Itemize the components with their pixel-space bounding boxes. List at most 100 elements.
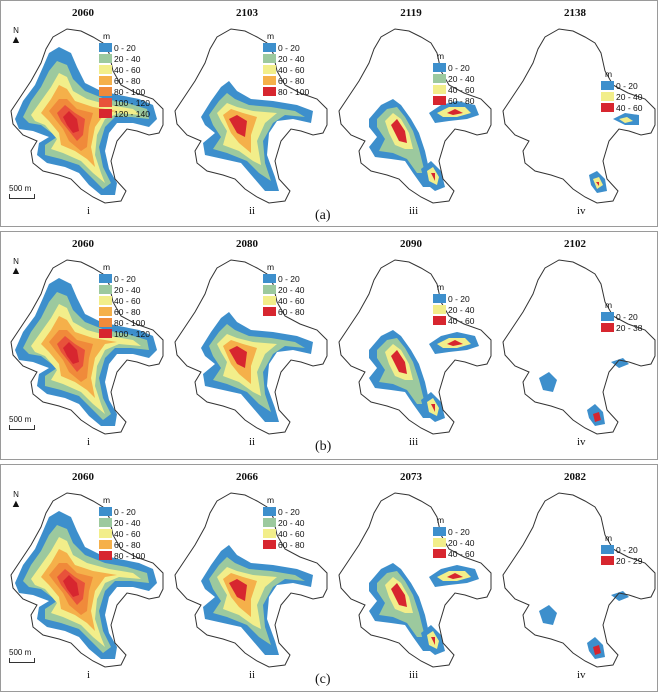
map-year: 2103 [236, 7, 258, 19]
legend-label: 20 - 40 [114, 53, 141, 64]
legend-label: 40 - 60 [448, 84, 475, 95]
legend-label: 0 - 20 [448, 293, 470, 304]
legend-entry: 20 - 29 [601, 555, 642, 566]
map-year: 2060 [72, 471, 94, 483]
legend-swatch [99, 507, 112, 516]
legend-swatch [601, 312, 614, 321]
legend-entry: 60 - 80 [263, 75, 309, 86]
map-b-iii: 2090 m 0 - 20 20 - 40 40 - 60 iii [329, 232, 493, 459]
legend-entry: 20 - 40 [433, 537, 474, 548]
legend-swatch [99, 98, 112, 107]
legend-label: 60 - 80 [278, 539, 305, 550]
ice-zone [431, 637, 435, 645]
ice-thickness-layer [15, 511, 157, 659]
map-index: ii [249, 436, 256, 448]
legend-entry: 80 - 100 [99, 550, 145, 561]
legend-entry: 0 - 20 [601, 80, 642, 91]
legend-entry: 100 - 120 [99, 97, 150, 108]
map-year: 2138 [564, 7, 586, 19]
legend-label: 0 - 20 [616, 80, 638, 91]
map-index: ii [249, 205, 256, 217]
scale-label: 500 m [9, 415, 32, 424]
legend-entry: 20 - 40 [263, 284, 304, 295]
map-index: iv [577, 436, 586, 448]
legend-unit: m [103, 495, 111, 505]
legend-entry: 60 - 80 [99, 75, 150, 86]
legend-swatch [601, 81, 614, 90]
legend-label: 60 - 80 [278, 306, 305, 317]
panel-c: 2060 m 0 - 20 20 - 40 40 - 60 60 - 80 80 - 100… [0, 464, 658, 692]
map-c-ii: 2066 m 0 - 20 20 - 40 40 - 60 60 - 80 ii [165, 465, 329, 692]
legend-swatch [99, 540, 112, 549]
legend-label: 0 - 20 [616, 311, 638, 322]
map-year: 2060 [72, 7, 94, 19]
ice-thickness-layer [539, 358, 629, 426]
map-b-iv: 2102 m 0 - 20 20 - 38 iv [493, 232, 657, 459]
legend-entry: 60 - 80 [263, 539, 304, 550]
legend-entry: 60 - 80 [99, 306, 150, 317]
ice-thickness-layer [369, 563, 479, 655]
legend-swatch [263, 285, 276, 294]
legend-swatch [263, 296, 276, 305]
legend-label: 20 - 29 [616, 555, 643, 566]
basin-outline [502, 28, 656, 204]
map-c-iv: 2082 m 0 - 20 20 - 29 iv [493, 465, 657, 692]
scale-bar-line [9, 425, 35, 430]
basin-outline [338, 28, 492, 204]
panel-label-c: (c) [315, 672, 331, 687]
legend-label: 100 - 120 [114, 97, 150, 108]
legend-swatch [433, 316, 446, 325]
legend-label: 0 - 20 [114, 42, 136, 53]
map-b-ii: 2080 m 0 - 20 20 - 40 40 - 60 60 - 80 ii [165, 232, 329, 459]
legend-swatch [263, 65, 276, 74]
map-year: 2119 [400, 7, 422, 19]
legend-unit: m [103, 262, 111, 272]
legend-label: 20 - 40 [278, 517, 305, 528]
map-year: 2073 [400, 471, 422, 483]
ice-zone [593, 645, 601, 655]
legend-swatch [263, 43, 276, 52]
map-index: iv [577, 205, 586, 217]
legend-label: 40 - 60 [448, 548, 475, 559]
legend-swatch [433, 63, 446, 72]
basin-map [338, 492, 492, 668]
map-index: i [87, 669, 91, 681]
legend-entry: 60 - 80 [99, 539, 145, 550]
map-year: 2082 [564, 471, 586, 483]
basin-outline [174, 492, 328, 668]
map-year: 2060 [72, 238, 94, 250]
legend-entry: 40 - 60 [263, 295, 304, 306]
basin-outline [338, 492, 492, 668]
basin-map [338, 259, 492, 435]
basin-outline [10, 28, 164, 204]
legend-swatch [601, 92, 614, 101]
ice-thickness-layer [201, 312, 313, 422]
legend-unit: m [437, 51, 445, 61]
legend-entry: 120 - 140 [99, 108, 150, 119]
north-arrow-icon: N ▲ [10, 26, 22, 46]
legend-entry: 0 - 20 [263, 506, 304, 517]
legend-swatch [601, 545, 614, 554]
legend-entry: 0 - 20 [99, 42, 150, 53]
ice-zone [229, 346, 247, 368]
map-c-i: 2060 m 0 - 20 20 - 40 40 - 60 60 - 80 80 - 100… [1, 465, 165, 692]
ice-zone [431, 404, 435, 412]
legend-label: 0 - 20 [278, 506, 300, 517]
legend-entry: 80 - 100 [99, 86, 150, 97]
legend-swatch [263, 507, 276, 516]
ice-zone [539, 372, 557, 392]
legend-label: 0 - 20 [448, 62, 470, 73]
legend-entry: 0 - 20 [263, 42, 309, 53]
legend-label: 40 - 60 [114, 528, 141, 539]
legend-unit: m [267, 262, 275, 272]
basin-outline [174, 259, 328, 435]
basin-map [174, 492, 328, 668]
legend-label: 40 - 60 [448, 315, 475, 326]
legend-swatch [99, 529, 112, 538]
scale-bar: 500 m [9, 648, 35, 663]
